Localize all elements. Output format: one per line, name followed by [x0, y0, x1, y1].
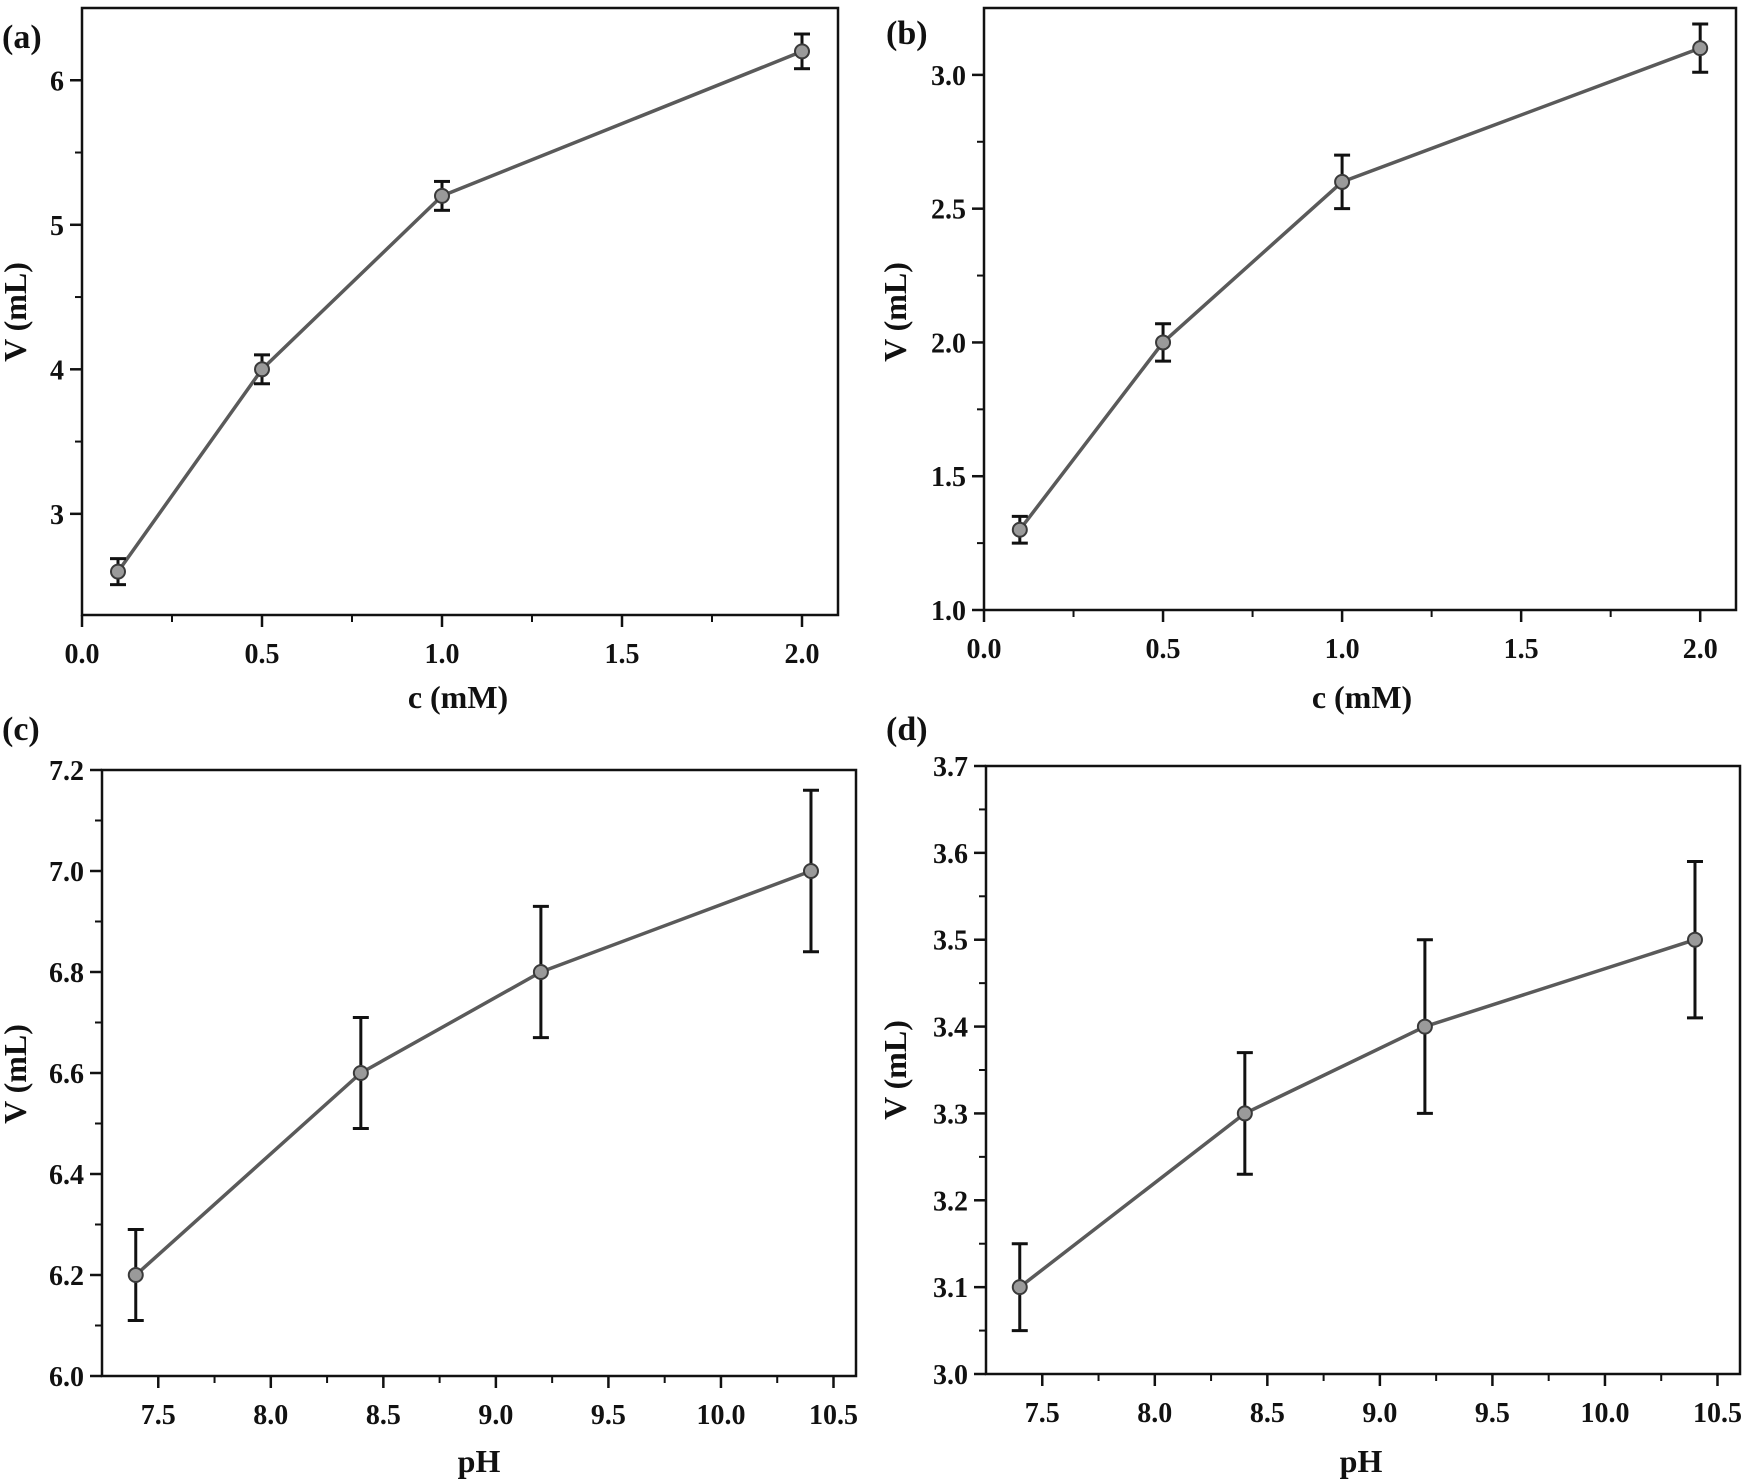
plot-frame [982, 6, 1738, 612]
series-line [1018, 46, 1701, 531]
x-tick-label: 9.0 [478, 1400, 513, 1431]
y-tick-label: 3.1 [933, 1273, 968, 1304]
y-tick-label: 3.2 [933, 1186, 968, 1217]
x-tick-label: 0.5 [1146, 634, 1181, 665]
data-point [434, 187, 450, 204]
x-tick-label: 10.0 [696, 1400, 745, 1431]
y-tick-label: 6.4 [49, 1160, 84, 1191]
y-axis-label: V (mL) [0, 262, 33, 362]
data-point [1334, 173, 1351, 190]
x-axis-label: c (mM) [408, 679, 508, 715]
y-tick-label: 4 [50, 355, 64, 386]
data-point [127, 1267, 144, 1283]
y-tick-label: 6.2 [49, 1261, 84, 1292]
x-axis-label: pH [1340, 1443, 1383, 1479]
x-tick-label: 7.5 [1025, 1398, 1060, 1429]
x-tick-label: 10.0 [1580, 1398, 1629, 1429]
x-tick-label: 8.5 [1250, 1398, 1285, 1429]
x-tick-label: 0.0 [65, 639, 100, 670]
x-axis-label: pH [458, 1443, 501, 1479]
x-tick-label: 10.5 [1693, 1398, 1742, 1429]
x-tick-label: 1.5 [605, 639, 640, 670]
x-tick-label: 2.0 [785, 639, 820, 670]
y-tick-label: 3.0 [931, 61, 966, 92]
plot-frame [80, 6, 840, 617]
series-line [1018, 938, 1696, 1289]
data-point [1011, 521, 1028, 538]
x-tick-label: 8.5 [366, 1400, 401, 1431]
y-tick-label: 3 [50, 500, 64, 531]
y-tick-label: 6.6 [49, 1059, 84, 1090]
panel-label: (d) [886, 711, 928, 748]
series-line [116, 49, 803, 573]
plot-frame [984, 764, 1742, 1376]
y-axis-label: V (mL) [877, 262, 913, 362]
y-tick-label: 7.0 [49, 857, 84, 888]
y-tick-label: 6.0 [49, 1362, 84, 1393]
plot-frame [100, 768, 858, 1378]
panel-label: (b) [886, 15, 928, 52]
y-tick-label: 3.5 [933, 926, 968, 957]
data-point [254, 361, 270, 378]
x-tick-label: 8.0 [253, 1400, 288, 1431]
data-point [1686, 931, 1703, 948]
y-tick-label: 7.2 [49, 756, 84, 787]
chart-panel-d: (d) 7.5 8.0 8.5 9.0 9.5 10.0 10.5 3.0 3.1 3.2 3.3 3.… [877, 711, 1742, 1479]
x-tick-label: 1.0 [1325, 634, 1360, 665]
chart-panel-c: (c) 7.5 8.0 8.5 9.0 9.5 10.0 10.5 6.0 6.2 6.4 6.6 6.… [0, 711, 858, 1479]
y-tick-label: 3.4 [933, 1013, 968, 1044]
x-tick-label: 9.5 [591, 1400, 626, 1431]
data-point [352, 1065, 369, 1081]
y-tick-label: 3.3 [933, 1099, 968, 1130]
y-tick-label: 5 [50, 211, 64, 242]
x-tick-label: 0.5 [245, 639, 280, 670]
panel-label: (a) [2, 19, 42, 56]
data-point [532, 964, 549, 980]
x-tick-label: 1.5 [1504, 634, 1539, 665]
x-tick-label: 8.0 [1137, 1398, 1172, 1429]
data-point [1416, 1018, 1433, 1035]
series-line [134, 869, 812, 1277]
data-point [802, 863, 819, 879]
y-tick-label: 3.7 [933, 752, 968, 783]
y-tick-label: 6 [50, 66, 64, 97]
x-tick-label: 10.5 [809, 1400, 858, 1431]
data-point [110, 563, 126, 580]
x-tick-label: 7.5 [141, 1400, 176, 1431]
x-tick-label: 9.0 [1362, 1398, 1397, 1429]
y-tick-label: 3.6 [933, 839, 968, 870]
x-tick-label: 1.0 [425, 639, 460, 670]
y-axis-label: V (mL) [0, 1024, 33, 1124]
data-point [1011, 1279, 1028, 1296]
y-tick-label: 1.5 [931, 462, 966, 493]
data-point [1236, 1105, 1253, 1122]
data-point [1692, 40, 1709, 57]
y-tick-label: 2.0 [931, 328, 966, 359]
chart-panel-a: (a) 0.0 0.5 1.0 1.5 2.0 3 4 5 6 c (mM) V (mL) [0, 6, 840, 715]
y-tick-label: 3.0 [933, 1360, 968, 1391]
x-tick-label: 0.0 [967, 634, 1002, 665]
y-tick-label: 2.5 [931, 195, 966, 226]
y-tick-label: 6.8 [49, 958, 84, 989]
chart-panel-b: (b) 0.0 0.5 1.0 1.5 2.0 1.0 1.5 2.0 2.5 3.0 c (mM) V… [877, 6, 1738, 715]
x-tick-label: 2.0 [1683, 634, 1718, 665]
y-axis-label: V (mL) [877, 1020, 913, 1120]
x-tick-label: 9.5 [1475, 1398, 1510, 1429]
data-point [794, 43, 810, 60]
data-point [1155, 334, 1172, 351]
panel-label: (c) [2, 711, 40, 748]
x-axis-label: c (mM) [1312, 679, 1412, 715]
y-tick-label: 1.0 [931, 596, 966, 627]
